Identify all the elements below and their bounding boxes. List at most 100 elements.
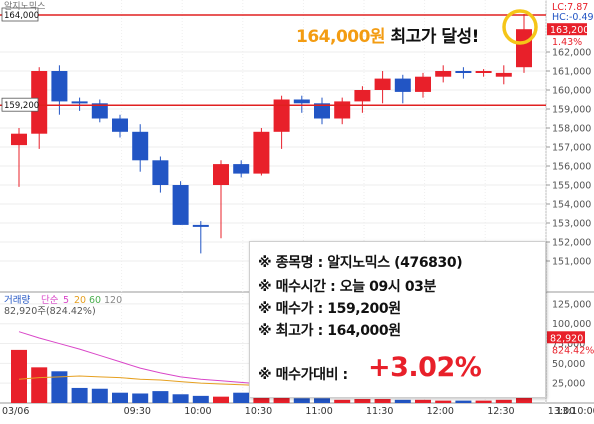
price-tick-label: 157,000 bbox=[552, 143, 591, 154]
price-tick-label: 162,000 bbox=[552, 48, 591, 59]
candle-body bbox=[374, 78, 391, 90]
candle-body bbox=[253, 131, 270, 174]
volume-header-sub: 82,920주(824.42%) bbox=[4, 306, 96, 317]
info-ratio-value: +3.02% bbox=[368, 352, 482, 383]
candle-body bbox=[455, 71, 472, 73]
info-stock-name: ※ 종목명 : 알지노믹스 (476830) bbox=[258, 255, 463, 271]
high-price-tag-text: 164,000 bbox=[4, 11, 39, 21]
time-axis-label: 12:30 bbox=[487, 406, 514, 417]
candle-body bbox=[152, 160, 169, 185]
current-pct-text: 1.43% bbox=[552, 37, 582, 48]
volume-bar bbox=[172, 394, 189, 403]
volume-bar bbox=[475, 400, 492, 403]
price-tick-label: 153,000 bbox=[552, 219, 591, 230]
candle-body bbox=[31, 71, 48, 134]
volume-ma2: 20 bbox=[74, 295, 86, 306]
current-volume-pct: 824.42% bbox=[552, 345, 594, 356]
candle-body bbox=[475, 71, 492, 73]
volume-bar bbox=[314, 398, 330, 403]
price-tick-label: 154,000 bbox=[552, 200, 591, 211]
volume-bar bbox=[394, 399, 411, 403]
volume-bar bbox=[112, 392, 128, 403]
time-axis-label: 10:00 bbox=[184, 406, 211, 417]
candle-body bbox=[172, 185, 189, 225]
candle-body bbox=[132, 131, 149, 161]
volume-bar bbox=[253, 394, 270, 403]
time-axis-label: 09:30 bbox=[124, 406, 151, 417]
candle-body bbox=[233, 164, 250, 174]
volume-bar bbox=[51, 371, 68, 403]
time-axis-label: 13:10:00 bbox=[556, 406, 594, 417]
candle-body bbox=[394, 78, 411, 92]
volume-bar bbox=[415, 399, 431, 403]
candle-body bbox=[192, 224, 209, 227]
volume-header-label: 거래량 bbox=[4, 294, 30, 306]
highlight-circle bbox=[502, 9, 538, 45]
buy-price-tag-text: 159,200 bbox=[4, 101, 39, 111]
candle-body bbox=[354, 90, 371, 102]
volume-bar bbox=[455, 400, 472, 403]
candle-body bbox=[51, 71, 68, 102]
current-price-text: 163,200 bbox=[550, 25, 589, 36]
price-tick-label: 161,000 bbox=[552, 67, 591, 78]
volume-bar bbox=[71, 387, 88, 403]
candle-body bbox=[435, 71, 452, 77]
callout-price: 164,000원 bbox=[296, 27, 386, 47]
volume-tick-label: 125,000 bbox=[552, 299, 591, 310]
candle-body bbox=[314, 103, 330, 119]
chart-title: 알지노믹스 bbox=[4, 0, 45, 12]
candle-body bbox=[91, 103, 108, 119]
candle-body bbox=[334, 101, 351, 119]
candle-body bbox=[273, 99, 290, 132]
price-tick-label: 152,000 bbox=[552, 238, 591, 249]
price-tick-label: 160,000 bbox=[552, 86, 591, 97]
candle-body bbox=[495, 72, 512, 77]
volume-bar bbox=[152, 391, 169, 403]
callout-text: 최고가 달성! bbox=[390, 27, 480, 47]
volume-ma4: 120 bbox=[104, 295, 122, 306]
time-axis-label: 11:30 bbox=[366, 406, 393, 417]
volume-bar bbox=[354, 399, 371, 403]
candle-body bbox=[71, 101, 88, 104]
info-ratio-label: ※ 매수가대비 : bbox=[258, 367, 348, 383]
candle-body bbox=[11, 133, 27, 146]
volume-bar bbox=[11, 349, 27, 403]
volume-bar bbox=[192, 395, 209, 403]
volume-bar bbox=[213, 396, 229, 403]
volume-bar bbox=[132, 393, 149, 403]
volume-ma3: 60 bbox=[89, 295, 101, 306]
volume-header-type: 단순 bbox=[41, 295, 59, 306]
time-axis-label: 11:00 bbox=[305, 406, 332, 417]
current-volume-text: 82,920 bbox=[550, 333, 583, 344]
time-axis-label: 13:00 bbox=[548, 406, 575, 417]
volume-ma1: 5 bbox=[63, 295, 69, 306]
candle-body bbox=[213, 164, 229, 185]
volume-tick-label: 50,000 bbox=[552, 359, 585, 370]
volume-bar bbox=[374, 399, 391, 403]
volume-bar bbox=[334, 399, 351, 403]
hc-label: HC:-0.49 bbox=[552, 12, 594, 23]
volume-bar bbox=[435, 400, 452, 403]
high-callout: 164,000원 최고가 달성! bbox=[296, 22, 479, 47]
volume-tick-label: 100,000 bbox=[552, 319, 591, 330]
time-axis-label: 10:30 bbox=[245, 406, 272, 417]
time-axis-label: 12:00 bbox=[427, 406, 454, 417]
trade-info-box: ※ 종목명 : 알지노믹스 (476830) ※ 매수시간 : 오늘 09시 0… bbox=[249, 241, 546, 398]
candle-body bbox=[112, 118, 128, 132]
volume-bar bbox=[91, 388, 108, 403]
high-price-tag bbox=[1, 7, 39, 22]
volume-bar bbox=[31, 367, 48, 403]
price-tick-label: 156,000 bbox=[552, 162, 591, 173]
lc-label: LC:7.87 bbox=[552, 2, 588, 13]
info-buy-price: ※ 매수가 : 159,200원 bbox=[258, 301, 401, 317]
info-buy-time: ※ 매수시간 : 오늘 09시 03분 bbox=[258, 279, 436, 295]
current-volume-tag bbox=[547, 331, 585, 344]
price-tick-label: 159,000 bbox=[552, 105, 591, 116]
candle-body bbox=[516, 29, 532, 68]
volume-tick-label: 25,000 bbox=[552, 379, 585, 390]
candle-body bbox=[415, 76, 431, 92]
candle-body bbox=[293, 99, 310, 104]
current-price-tag bbox=[547, 23, 587, 36]
buy-price-tag bbox=[1, 97, 39, 112]
